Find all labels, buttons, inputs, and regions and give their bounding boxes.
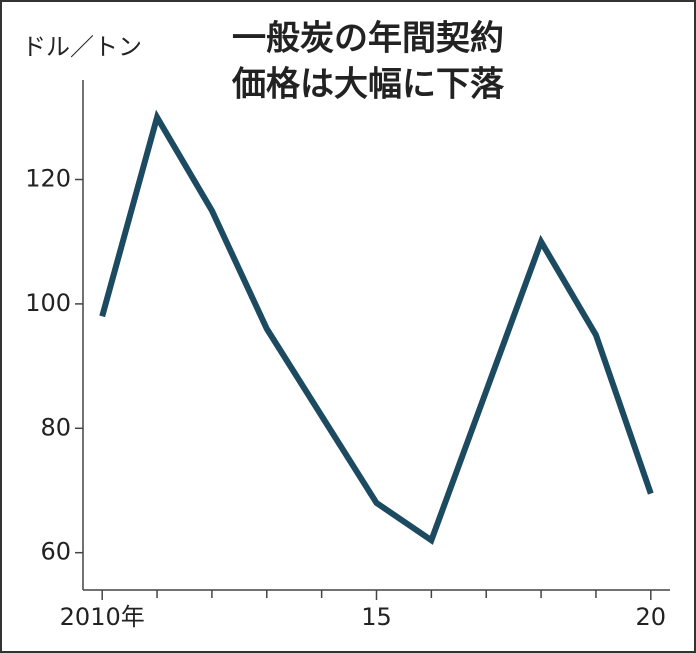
y-axis-label: ドル／トン <box>22 33 142 61</box>
y-tick-label: 120 <box>25 165 71 193</box>
x-tick-label: 20 <box>636 603 667 631</box>
chart-title: 一般炭の年間契約 <box>232 19 504 59</box>
chart-title: 価格は大幅に下落 <box>231 65 505 105</box>
y-tick-label: 100 <box>25 289 71 317</box>
x-tick-label: 15 <box>361 603 392 631</box>
y-tick-label: 60 <box>40 538 71 566</box>
x-tick-label: 2010年 <box>60 603 145 631</box>
data-line <box>99 109 654 545</box>
y-tick-label: 80 <box>40 413 71 441</box>
